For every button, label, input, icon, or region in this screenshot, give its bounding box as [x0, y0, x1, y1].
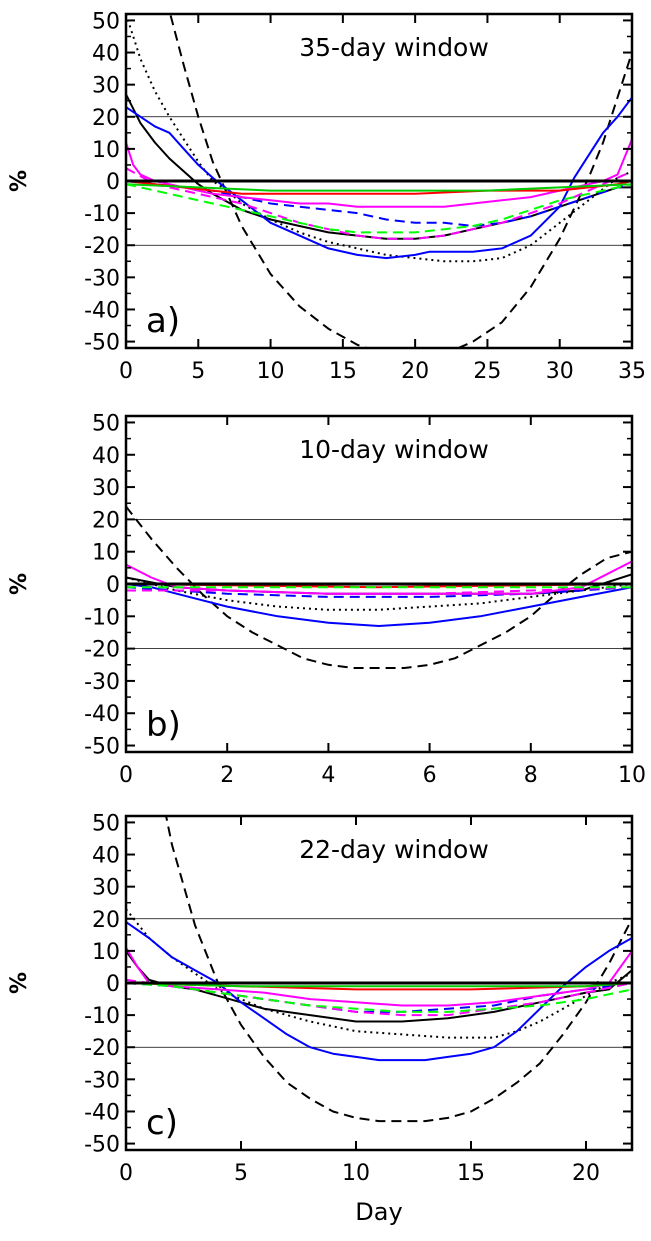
y-tick-label: -50 [84, 1133, 120, 1158]
x-tick-label: 0 [119, 763, 133, 788]
series-line [126, 167, 632, 240]
y-tick-label: 30 [92, 876, 120, 901]
y-tick-label: -10 [84, 202, 120, 227]
x-axis-label: Day [355, 1198, 402, 1226]
y-tick-label: 50 [92, 411, 120, 436]
panel-1: 0 5 10 15 20 25 30 35 -50 -40 -30 -20 -10 0 10 20 30 40 50… [7, 9, 646, 384]
y-tick-label: -30 [84, 670, 120, 695]
panel-label: c) [146, 1103, 178, 1143]
series-line [126, 947, 632, 1007]
x-tick-label: 20 [572, 1161, 600, 1186]
panel-title: 10-day window [299, 435, 489, 464]
y-tick-label: 50 [92, 811, 120, 836]
x-tick-label: 0 [119, 1161, 133, 1186]
series-line [126, 586, 632, 598]
series-line [126, 586, 632, 595]
y-tick-label: -40 [84, 1100, 120, 1125]
x-tick-label: 8 [524, 763, 538, 788]
series-line [126, 183, 632, 234]
y-tick-label: 30 [92, 476, 120, 501]
y-tick-label: -40 [84, 298, 120, 323]
y-tick-label: 0 [106, 170, 120, 195]
y-axis-label: % [7, 573, 32, 595]
series-line [126, 183, 632, 192]
series-line [126, 908, 632, 1039]
y-tick-label: 10 [92, 541, 120, 566]
series-line [169, 14, 632, 348]
x-tick-label: 10 [342, 1161, 370, 1186]
x-tick-label: 10 [257, 359, 285, 384]
series-line [126, 505, 632, 669]
y-axis-label: % [7, 170, 32, 192]
y-tick-label: 40 [92, 42, 120, 67]
x-tick-label: 15 [457, 1161, 485, 1186]
y-tick-label: 30 [92, 74, 120, 99]
series-line [165, 816, 632, 1123]
y-tick-label: 10 [92, 940, 120, 965]
y-tick-label: -20 [84, 638, 120, 663]
y-tick-label: 20 [92, 508, 120, 533]
y-axis-label: % [7, 972, 32, 994]
y-tick-label: 0 [106, 573, 120, 598]
y-tick-label: -20 [84, 234, 120, 259]
x-tick-label: 2 [220, 763, 234, 788]
series-line [126, 982, 632, 1013]
x-tick-label: 5 [234, 1161, 248, 1186]
y-tick-label: 50 [92, 9, 120, 34]
x-tick-label: 20 [401, 359, 429, 384]
series-line [126, 583, 632, 627]
y-tick-label: 20 [92, 908, 120, 933]
x-tick-label: 35 [618, 359, 646, 384]
series-group [126, 816, 632, 1123]
series-line [126, 982, 632, 988]
x-tick-label: 0 [119, 359, 133, 384]
x-tick-label: 4 [321, 763, 335, 788]
series-line [126, 14, 632, 263]
panel-2: 0 2 4 6 8 10 -50 -40 -30 -20 -10 0 10 20 30 40 50 10-day … [7, 411, 646, 788]
series-line [126, 96, 632, 260]
y-tick-label: -40 [84, 702, 120, 727]
x-tick-label: 10 [618, 763, 646, 788]
y-tick-label: 40 [92, 444, 120, 469]
y-tick-label: -20 [84, 1036, 120, 1061]
panel-title: 35-day window [299, 33, 489, 62]
x-tick-label: 6 [423, 763, 437, 788]
panel-title: 22-day window [299, 835, 489, 864]
y-tick-label: 10 [92, 138, 120, 163]
series-group [126, 505, 632, 669]
panel-label: b) [146, 705, 181, 745]
y-tick-label: 40 [92, 844, 120, 869]
x-tick-label: 30 [546, 359, 574, 384]
series-line [126, 138, 632, 208]
series-line [126, 93, 632, 240]
series-group [126, 14, 632, 348]
x-tick-label: 15 [329, 359, 357, 384]
panel-label: a) [146, 301, 180, 341]
y-tick-label: -30 [84, 266, 120, 291]
y-tick-label: 20 [92, 106, 120, 131]
y-tick-label: -10 [84, 605, 120, 630]
x-tick-label: 25 [473, 359, 501, 384]
series-line [126, 560, 632, 595]
x-tick-label: 5 [191, 359, 205, 384]
y-tick-label: -50 [84, 735, 120, 760]
panel-3: 0 5 10 15 20 -50 -40 -30 -20 -10 0 10 20 30 40 50 22-day… [7, 811, 634, 1226]
y-tick-label: -10 [84, 1004, 120, 1029]
y-tick-label: -30 [84, 1068, 120, 1093]
y-tick-label: -50 [84, 331, 120, 356]
y-tick-label: 0 [106, 972, 120, 997]
